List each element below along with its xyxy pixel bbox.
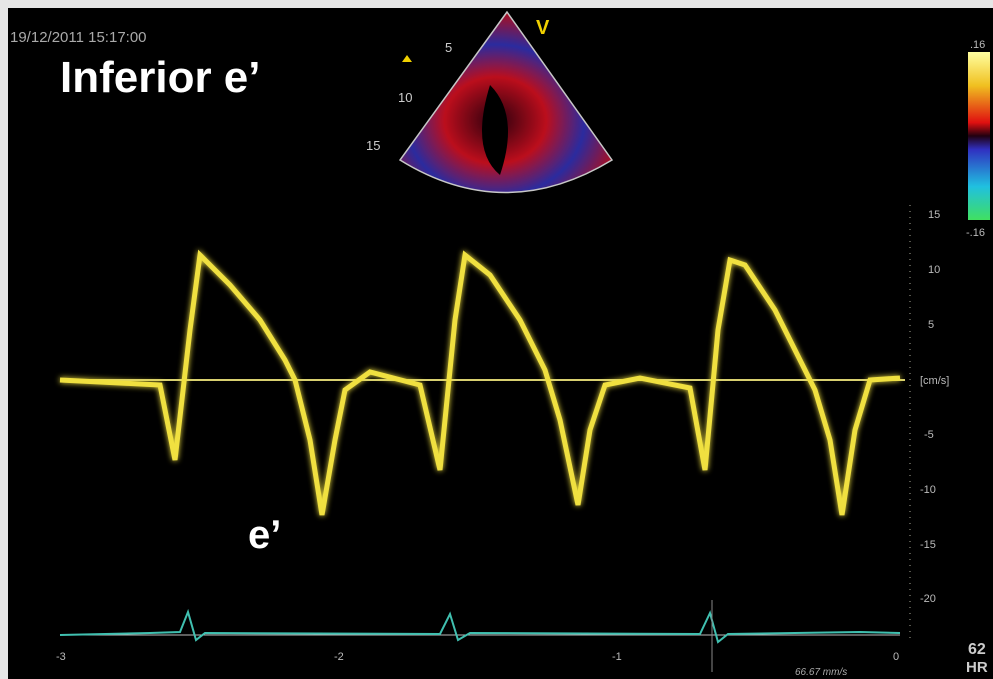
time-label: -2 xyxy=(334,651,344,663)
velocity-label: 10 xyxy=(928,264,940,276)
velocity-label: -10 xyxy=(920,484,936,496)
color-bar xyxy=(968,52,990,220)
e-prime-label: e’ xyxy=(248,513,281,557)
velocity-label: 15 xyxy=(928,209,940,221)
color-bar-bottom: -.16 xyxy=(966,227,985,239)
depth-label: 10 xyxy=(398,90,412,105)
view-title: Inferior e’ xyxy=(60,53,261,102)
velocity-label: 5 xyxy=(928,319,934,331)
time-label: -1 xyxy=(612,651,622,663)
velocity-label: -15 xyxy=(920,539,936,551)
depth-label: 15 xyxy=(366,138,380,153)
time-label: 0 xyxy=(893,651,899,663)
heart-rate: 62 xyxy=(968,641,986,658)
heart-rate-label: HR xyxy=(966,659,988,676)
probe-mark: V xyxy=(536,17,550,39)
color-bar-top: .16 xyxy=(970,39,985,51)
velocity-unit: [cm/s] xyxy=(920,375,949,387)
time-label: -3 xyxy=(56,651,66,663)
velocity-label: -5 xyxy=(924,429,934,441)
velocity-label: -20 xyxy=(920,593,936,605)
screen: 19/12/2011 15:17:00 Inferior e’ V 5 10 1… xyxy=(0,0,993,679)
depth-label: 5 xyxy=(445,40,452,55)
sweep-speed: 66.67 mm/s xyxy=(795,667,847,678)
timestamp: 19/12/2011 15:17:00 xyxy=(10,29,147,46)
